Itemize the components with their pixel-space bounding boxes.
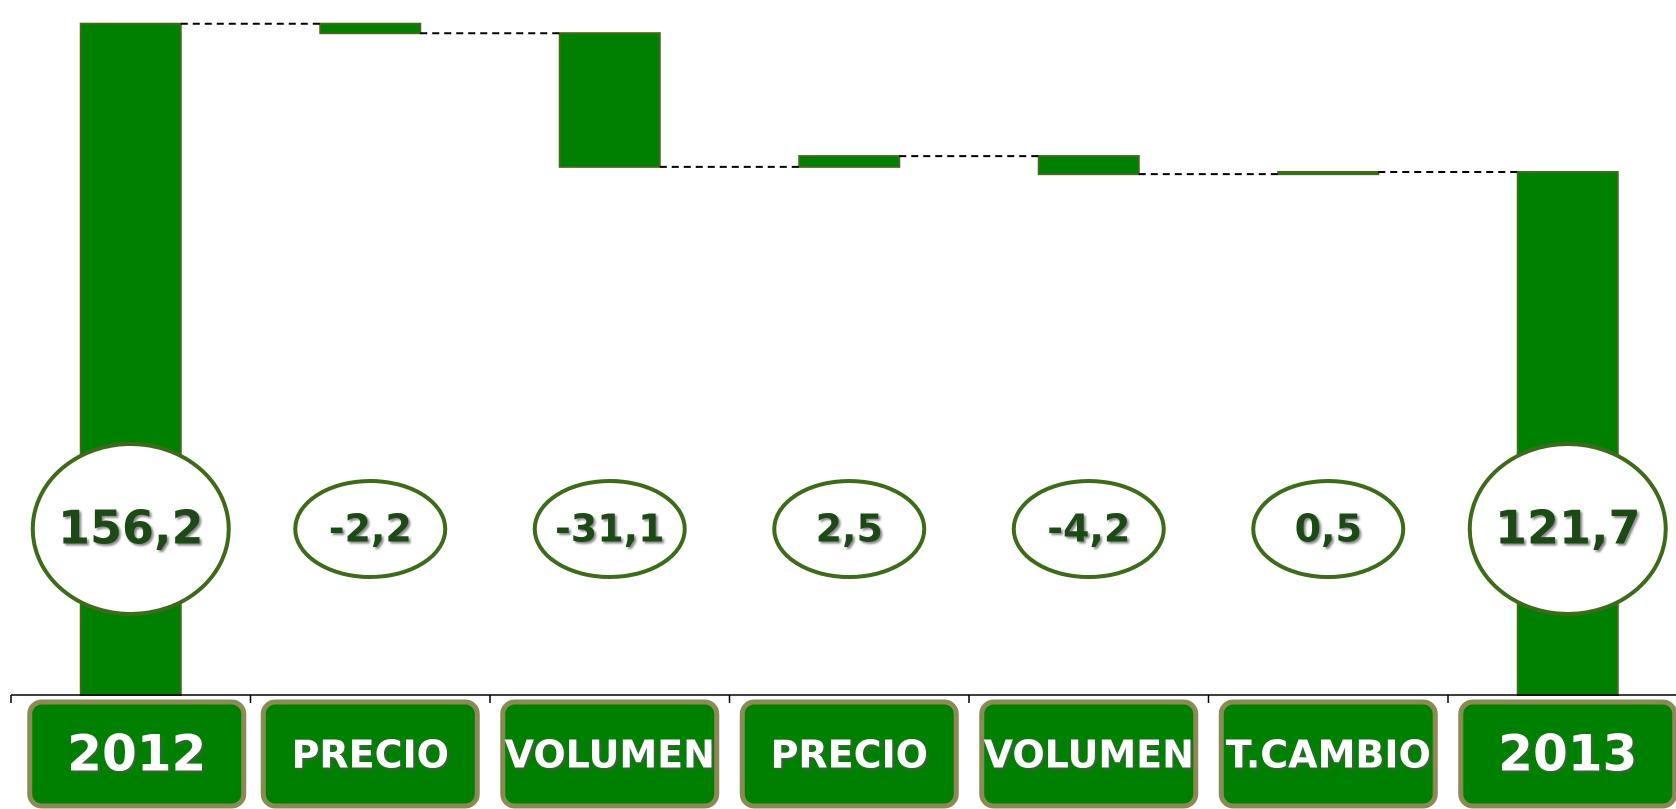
value-bubble <box>772 479 927 579</box>
category-label: PRECIO <box>292 733 449 777</box>
value-label: 0,5 <box>1295 507 1362 551</box>
category-box <box>1458 699 1676 809</box>
category-box <box>27 699 247 809</box>
value-bubble <box>1251 479 1406 579</box>
category-box <box>739 699 959 809</box>
bar <box>1277 170 1380 176</box>
value-bubble <box>30 442 231 616</box>
bar <box>558 32 661 168</box>
category-label: 2012 <box>67 725 206 783</box>
value-bubble <box>1467 442 1668 616</box>
category-label: VOLUMEN <box>505 733 715 777</box>
bar <box>798 155 901 168</box>
value-label: -2,2 <box>329 507 412 551</box>
value-label: -31,1 <box>555 507 665 551</box>
category-label: PRECIO <box>771 733 928 777</box>
category-box <box>1218 699 1438 809</box>
value-bubble <box>1011 479 1166 579</box>
value-bubble <box>532 479 687 579</box>
bar <box>1037 155 1140 176</box>
value-label: 2,5 <box>816 507 883 551</box>
bar <box>1516 170 1619 696</box>
category-label: VOLUMEN <box>984 733 1194 777</box>
value-label: -4,2 <box>1047 507 1130 551</box>
value-label: 156,2 <box>58 501 204 555</box>
category-label: T.CAMBIO <box>1226 733 1431 777</box>
category-box <box>979 699 1199 809</box>
value-label: 121,7 <box>1495 501 1641 555</box>
category-box <box>500 699 720 809</box>
category-label: 2013 <box>1498 725 1637 783</box>
bar <box>319 22 422 35</box>
category-box <box>260 699 480 809</box>
value-bubble <box>293 479 448 579</box>
